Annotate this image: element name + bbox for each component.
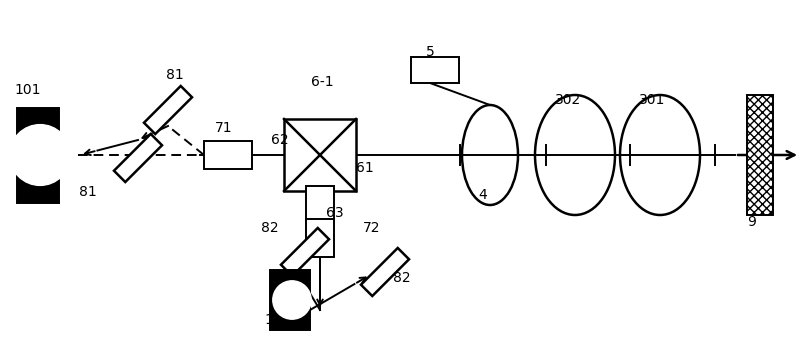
Text: 81: 81 [166, 68, 184, 82]
Polygon shape [144, 86, 192, 134]
Text: 5: 5 [426, 45, 434, 59]
Text: 302: 302 [555, 93, 581, 107]
Text: 6-1: 6-1 [310, 75, 334, 89]
Bar [284, 119, 356, 191]
Bar [306, 219, 334, 257]
Text: 9: 9 [747, 215, 757, 229]
Circle shape [10, 124, 70, 185]
Bar [747, 95, 773, 215]
Text: 82: 82 [393, 271, 411, 285]
Text: 61: 61 [356, 161, 374, 175]
Text: 102: 102 [265, 313, 291, 327]
Polygon shape [114, 134, 162, 182]
Bar [204, 141, 252, 169]
Text: 101: 101 [14, 83, 42, 97]
Bar [306, 186, 334, 224]
Bar [411, 57, 459, 83]
Text: 81: 81 [79, 185, 97, 199]
Text: 72: 72 [363, 221, 381, 235]
Text: 71: 71 [215, 121, 233, 135]
Polygon shape [281, 228, 329, 276]
Text: 301: 301 [639, 93, 665, 107]
Text: 82: 82 [261, 221, 279, 235]
Text: 63: 63 [326, 206, 344, 220]
Text: 62: 62 [271, 133, 289, 147]
Bar [17, 107, 59, 202]
Circle shape [273, 281, 311, 319]
Polygon shape [361, 248, 409, 296]
Text: 4: 4 [478, 188, 487, 202]
Bar [270, 270, 310, 330]
